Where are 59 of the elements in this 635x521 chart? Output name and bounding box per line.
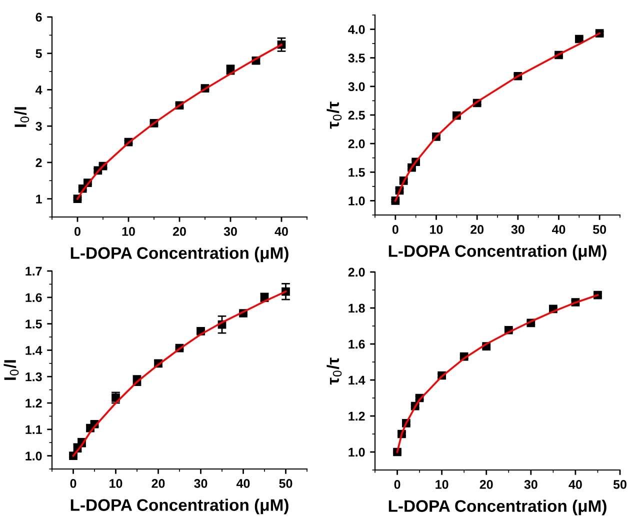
x-tick-label: 20 [152, 479, 165, 488]
x-tick-label: 40 [236, 479, 250, 488]
y-tick-label: 4.0 [348, 25, 365, 34]
y-tick-label: 1.2 [348, 412, 365, 421]
y-tick-label: 1.1 [26, 425, 42, 434]
y-tick-label: 1.6 [348, 340, 365, 349]
y-axis-title: τ$_{0}$/τ [326, 102, 342, 129]
x-axis-title: L-DOPA Concentration (μM) [70, 246, 288, 262]
point [575, 34, 584, 44]
x-tick-label: 10 [430, 225, 443, 234]
y-tick-label: 1 [36, 194, 42, 204]
y-tick-label: 1.2 [26, 398, 42, 408]
y-tick-label: 2.0 [348, 139, 365, 148]
x-axis-title: L-DOPA Concentration (μM) [388, 244, 606, 260]
y-axis-title: τ$_{0}$/τ [326, 358, 342, 385]
x-tick-label: 30 [524, 480, 538, 489]
y-axis-title: I$_{0}$/I [4, 360, 19, 380]
x-tick-label: 50 [279, 479, 292, 488]
x-tick-label: 0 [392, 225, 398, 234]
y-tick-label: 1.4 [26, 346, 42, 355]
x-tick-label: 10 [436, 480, 448, 489]
y-tick-label: 1.5 [26, 320, 42, 328]
y-tick-label: 3 [36, 122, 42, 131]
x-tick-label: 0 [70, 479, 76, 488]
x-tick-label: 50 [593, 225, 606, 234]
x-tick-label: 30 [511, 225, 524, 234]
x-tick-label: 10 [122, 227, 135, 236]
x-tick-label: 0 [74, 227, 80, 236]
x-tick-label: 20 [470, 225, 484, 234]
y-tick-label: 1.6 [26, 293, 42, 302]
y-tick-label: 1.0 [348, 448, 365, 457]
x-tick-label: 40 [274, 227, 288, 236]
x-tick-label: 30 [194, 479, 208, 488]
y-tick-label: 1.5 [348, 168, 365, 177]
y-tick-label: 1.7 [26, 266, 42, 276]
x-tick-label: 10 [110, 479, 122, 488]
y-tick-label: 2.5 [348, 110, 365, 120]
x-tick-label: 50 [613, 480, 626, 489]
y-tick-label: 3.5 [348, 54, 365, 63]
x-tick-label: 20 [172, 227, 186, 236]
x-axis-title: L-DOPA Concentration (μM) [388, 500, 606, 516]
x-tick-label: 0 [394, 480, 400, 489]
x-tick-label: 40 [568, 480, 582, 489]
x-tick-label: 20 [480, 480, 493, 489]
y-tick-label: 1.0 [348, 196, 365, 206]
x-tick-label: 30 [224, 227, 237, 236]
y-axis-title: I$_{0}$/I [14, 107, 30, 127]
y-tick-label: 5 [36, 49, 42, 58]
y-tick-label: 1.3 [26, 372, 42, 382]
y-tick-label: 2 [36, 158, 42, 167]
y-tick-label: 1.8 [348, 304, 365, 313]
y-tick-label: 4 [36, 86, 42, 94]
x-tick-label: 40 [552, 225, 566, 234]
y-tick-label: 3.0 [348, 82, 365, 92]
x-axis-title: L-DOPA Concentration (μM) [70, 498, 288, 514]
y-tick-label: 1.0 [26, 452, 42, 460]
y-tick-label: 1.4 [348, 376, 366, 385]
y-tick-label: 2.0 [348, 268, 365, 277]
y-tick-label: 6 [36, 12, 42, 22]
